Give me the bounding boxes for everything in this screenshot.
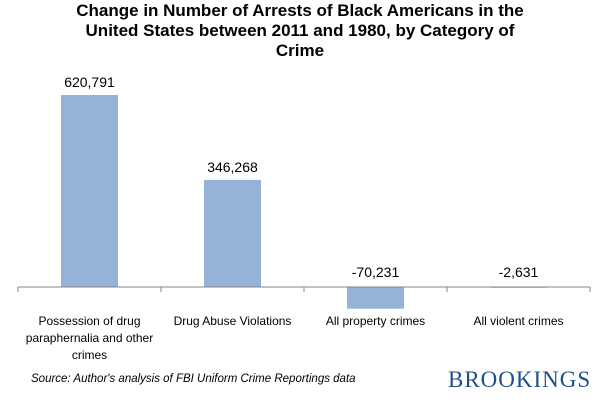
- category-label-3: All property crimes: [326, 314, 425, 328]
- data-label-1: 620,791: [64, 74, 115, 90]
- bar-3: [347, 287, 404, 309]
- data-label-2: 346,268: [207, 159, 258, 175]
- data-label-3: -70,231: [352, 264, 400, 280]
- chart-title: Change in Number of Arrests of Black Ame…: [76, 1, 524, 60]
- category-label-2: Drug Abuse Violations: [174, 314, 292, 328]
- source-note: Source: Author's analysis of FBI Uniform…: [31, 373, 356, 385]
- bar-1: [61, 95, 118, 287]
- brookings-logo: BROOKINGS: [448, 367, 592, 392]
- category-label-1: Possession of drug paraphernalia and othe…: [26, 314, 153, 362]
- bar-2: [204, 179, 261, 287]
- category-label-4: All violent crimes: [473, 314, 563, 328]
- data-label-4: -2,631: [499, 264, 539, 280]
